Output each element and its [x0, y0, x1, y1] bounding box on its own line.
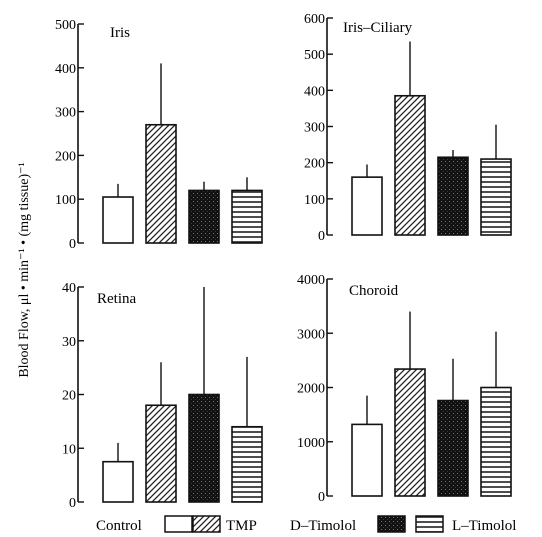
- y-tick-label: 100: [304, 193, 325, 208]
- chart-panel-choroid: 0 1000 2000 3000 4000 Choroid: [297, 273, 512, 505]
- y-tick-label: 200: [55, 149, 76, 164]
- y-axis-label: Blood Flow, μl • min⁻¹ • (mg tissue)⁻¹: [17, 162, 32, 377]
- y-tick-label: 0: [69, 237, 76, 252]
- y-tick-label: 500: [55, 18, 76, 33]
- bar-control: [102, 196, 134, 244]
- y-tick-label: 600: [304, 12, 325, 27]
- bar-l-timolol: [231, 425, 263, 503]
- y-tick-label: 0: [318, 490, 325, 505]
- bar-control: [351, 423, 383, 497]
- bar-d-timolol: [437, 156, 469, 236]
- y-tick-label: 400: [55, 62, 76, 77]
- y-tick-label: 500: [304, 48, 325, 63]
- bar-tmp: [145, 404, 177, 503]
- legend: Control TMP D–Timolol L–Timolol: [96, 515, 516, 534]
- bar-tmp: [394, 368, 426, 497]
- y-tick-label: 20: [62, 389, 76, 404]
- y-tick-label: 10: [62, 442, 76, 457]
- y-tick-label: 30: [62, 335, 76, 350]
- y-tick-label: 0: [69, 496, 76, 511]
- legend-swatch-horizontal: [415, 515, 444, 533]
- y-tick-label: 4000: [297, 273, 325, 288]
- y-tick-label: 1000: [297, 436, 325, 451]
- bar-d-timolol: [437, 399, 469, 497]
- legend-swatch-dots: [377, 515, 406, 533]
- y-tick-label: 200: [304, 157, 325, 172]
- y-tick-label: 300: [304, 121, 325, 136]
- y-tick-label: 2000: [297, 382, 325, 397]
- legend-label: TMP: [226, 518, 257, 534]
- y-tick-label: 100: [55, 193, 76, 208]
- legend-swatch-diagonal: [192, 515, 221, 533]
- bar-l-timolol: [480, 158, 512, 236]
- y-tick-label: 3000: [297, 327, 325, 342]
- legend-label: D–Timolol: [290, 518, 356, 534]
- legend-label: L–Timolol: [452, 518, 516, 534]
- chart-panel-retina: 0 10 20 30 40 Retina: [62, 281, 263, 511]
- y-tick-label: 400: [304, 84, 325, 99]
- bar-d-timolol: [188, 393, 220, 503]
- legend-swatch-empty: [164, 515, 193, 533]
- bar-tmp: [145, 123, 177, 244]
- y-tick-label: 40: [62, 281, 76, 296]
- chart-panel-iris-ciliary: 0 100 200 300 400 500 600 Iris–Ciliary: [304, 12, 512, 244]
- bar-l-timolol: [480, 386, 512, 497]
- bar-control: [102, 460, 134, 503]
- panel-title: Iris–Ciliary: [343, 20, 413, 36]
- bar-tmp: [394, 94, 426, 236]
- legend-label: Control: [96, 518, 142, 534]
- y-tick-label: 300: [55, 106, 76, 121]
- panel-title: Retina: [97, 291, 136, 307]
- chart-panel-iris: 0 100 200 300 400 500 Iris: [55, 18, 263, 252]
- panel-title: Choroid: [349, 283, 399, 299]
- bar-control: [351, 176, 383, 236]
- y-tick-label: 0: [318, 229, 325, 244]
- bar-d-timolol: [188, 189, 220, 244]
- panel-title: Iris: [110, 25, 130, 41]
- bar-l-timolol: [231, 189, 263, 244]
